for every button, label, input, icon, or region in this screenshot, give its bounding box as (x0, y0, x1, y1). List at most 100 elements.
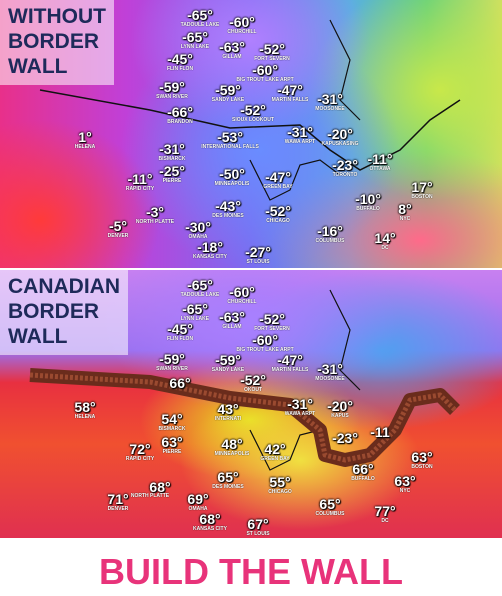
city-name: NORTH PLATTE (130, 493, 170, 499)
city-name: FORT SEVERN (254, 56, 290, 62)
temperature: 58° (74, 399, 96, 415)
title-line: BORDER (8, 300, 100, 323)
city-name: CHICAGO (266, 218, 290, 224)
city-reading: -65° TADOULE LAKE (181, 278, 220, 298)
city-name: GILLAM (222, 54, 242, 60)
city-name: WAWA ARPT (284, 139, 316, 145)
city-name: CHURCHILL (227, 29, 257, 35)
temperature: -65° (187, 277, 213, 293)
temperature: -27° (245, 244, 271, 260)
temperature: -63° (219, 309, 245, 325)
temperature: -16° (317, 223, 343, 239)
temperature: -11 (370, 424, 390, 440)
city-reading: -45° FLIN FLON (167, 322, 193, 342)
temperature: 17° (411, 179, 433, 195)
temperature: -52° (240, 102, 266, 118)
city-reading: 63° NYC (394, 474, 415, 494)
city-reading: -11 (370, 425, 389, 439)
temperature: 8° (398, 201, 412, 217)
city-name: KANSAS CITY (193, 526, 227, 532)
city-name: NYC (399, 216, 411, 222)
title-line: WALL (8, 325, 68, 348)
city-name: CHICAGO (268, 489, 292, 495)
temperature: -65° (187, 7, 213, 23)
border-line (39, 89, 461, 171)
title-line: CANADIAN (8, 275, 120, 298)
temperature: -59° (215, 82, 241, 98)
city-reading: -60° CHURCHILL (227, 285, 256, 305)
temperature: -52° (259, 41, 285, 57)
city-name: FLIN FLON (166, 66, 194, 72)
city-name: RAPID CITY (125, 456, 155, 462)
city-reading: 17° BOSTON (411, 180, 432, 200)
city-reading: -31° BISMARCK (159, 142, 186, 162)
city-reading: -45° FLIN FLON (167, 52, 193, 72)
temperature: -20° (327, 126, 353, 142)
temperature: -31° (159, 141, 185, 157)
city-reading: 14° DC (374, 231, 395, 251)
city-reading: -60° CHURCHILL (227, 15, 256, 35)
city-reading: -31° MOOSONEE (315, 362, 344, 382)
temperature: 77° (374, 503, 396, 519)
temperature: -47° (277, 352, 303, 368)
temperature: -52° (265, 203, 291, 219)
temperature: 66° (352, 461, 374, 477)
city-reading: -16° COLUMBUS (316, 224, 345, 244)
temperature: 55° (269, 474, 291, 490)
city-name: BRANDON (167, 119, 193, 125)
temperature: -65° (182, 29, 208, 45)
city-name: DENVER (107, 506, 129, 512)
city-name: PIERRE (162, 449, 182, 455)
city-reading: 1° HELENA (75, 130, 96, 150)
temperature: 43° (217, 401, 239, 417)
temperature: 42° (264, 441, 286, 457)
temperature: 14° (374, 230, 396, 246)
city-reading: 43° INTERNATI (215, 402, 241, 422)
city-reading: -60° BIG TROUT LAKE ARPT (236, 63, 293, 83)
city-reading: -65° TADOULE LAKE (181, 8, 220, 28)
city-reading: 65° DES MOINES (212, 470, 243, 490)
city-name: MOOSONEE (315, 106, 345, 112)
city-reading: -60° BIG TROUT LAKE ARPT (236, 333, 293, 353)
temperature: -23° (332, 157, 358, 173)
city-name: COLUMBUS (315, 238, 345, 244)
city-reading: -63° GILLAM (219, 310, 245, 330)
city-reading: -53° INTERNATIONAL FALLS (201, 130, 259, 150)
city-name: SANDY LAKE (211, 367, 245, 373)
city-name: BIG TROUT LAKE ARPT (236, 347, 294, 353)
city-name: NYC (399, 488, 411, 494)
city-name: MARTIN FALLS (271, 367, 309, 373)
city-name: SWAN RIVER (156, 94, 188, 100)
borders (39, 19, 461, 201)
temperature: 54° (161, 411, 183, 427)
title-line: WITHOUT (8, 5, 106, 28)
temperature: 63° (411, 449, 433, 465)
temperature: -63° (219, 39, 245, 55)
city-reading: -30° OMAHA (185, 220, 211, 240)
temperature: -10° (355, 191, 381, 207)
temperature: 71° (107, 491, 129, 507)
city-name: BISMARCK (158, 156, 186, 162)
city-reading: 66° (169, 376, 190, 390)
temperature: -59° (159, 351, 185, 367)
city-name: BUFFALO (351, 476, 375, 482)
city-reading: -59° SWAN RIVER (156, 80, 188, 100)
borders (29, 289, 460, 471)
temperature: -43° (215, 198, 241, 214)
city-reading: 77° DC (374, 504, 395, 524)
temperature: -59° (215, 352, 241, 368)
city-reading: -20° KAPUSKASING (322, 127, 359, 147)
temperature: -66° (167, 104, 193, 120)
city-reading: -66° BRANDON (167, 105, 193, 125)
city-name: SWAN RIVER (156, 366, 188, 372)
temperature: -60° (229, 284, 255, 300)
city-name: DENVER (107, 233, 129, 239)
city-name: LYNN LAKE (180, 44, 210, 50)
city-name: OMAHA (188, 234, 208, 240)
temperature: -31° (287, 124, 313, 140)
city-name: DC (381, 245, 389, 251)
city-name: MARTIN FALLS (271, 97, 309, 103)
city-reading: -47° MARTIN FALLS (272, 83, 309, 103)
temperature: -31° (287, 396, 313, 412)
title-line: WALL (8, 55, 68, 78)
